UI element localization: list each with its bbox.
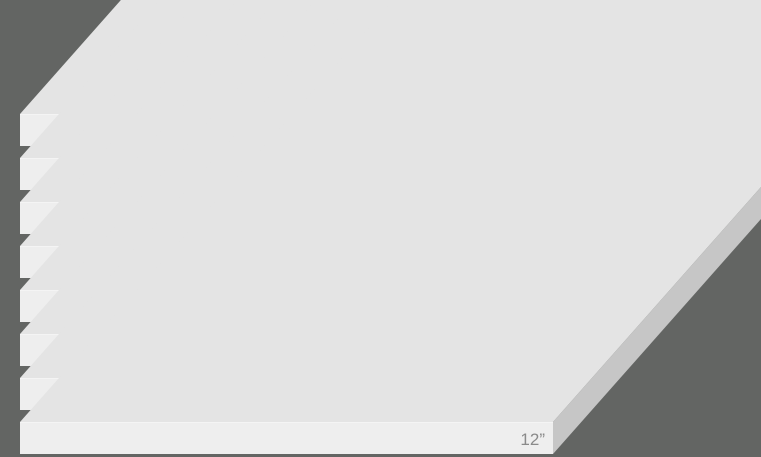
board-top-face [20,0,761,422]
board-front-face [20,422,553,454]
board-width-label: 12” [520,430,545,449]
board-8: 12” [20,0,761,454]
board-side-face [553,186,761,454]
